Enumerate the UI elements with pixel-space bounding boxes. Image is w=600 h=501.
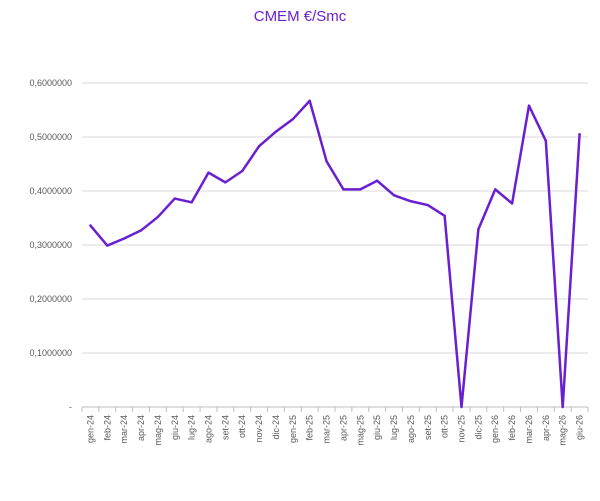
x-tick-label: dic-24 — [271, 415, 281, 440]
x-tick-label: lug-24 — [187, 415, 197, 440]
x-tick-label: ago-24 — [204, 415, 214, 443]
y-tick-label: 0,6000000 — [29, 78, 72, 88]
x-axis — [81, 406, 589, 412]
data-point — [477, 228, 480, 231]
x-tick-label: feb-25 — [305, 415, 315, 441]
data-point — [426, 203, 429, 207]
y-tick-label: 0,3000000 — [29, 240, 72, 250]
x-tick-label: mag-24 — [153, 415, 163, 446]
x-tick-label: nov-24 — [254, 415, 264, 443]
x-tick-label: apr-26 — [541, 415, 551, 441]
data-point — [510, 202, 514, 205]
x-tick-label: ott-25 — [440, 415, 450, 438]
x-tick-label: set-25 — [423, 415, 433, 440]
data-point — [139, 229, 143, 232]
x-tick-label: set-24 — [220, 415, 230, 440]
data-point — [460, 405, 463, 409]
data-point — [409, 200, 413, 203]
data-point — [173, 197, 176, 200]
y-tick-label: 0,1000000 — [29, 348, 72, 358]
data-point — [544, 139, 548, 142]
data-point — [89, 224, 92, 227]
x-tick-label: giu-25 — [372, 415, 382, 440]
y-axis-tick-labels: - 0,1000000 0,2000000 0,3000000 0,4000000 0,5… — [29, 78, 72, 412]
x-tick-label: mar-26 — [524, 415, 534, 444]
chart-title: CMEM €/Smc — [253, 8, 347, 25]
x-tick-label: mag-25 — [355, 415, 365, 446]
data-point — [106, 244, 109, 247]
data-point — [156, 215, 160, 219]
y-tick-label: - — [69, 402, 72, 412]
series-layer — [89, 99, 581, 409]
x-tick-label: ott-24 — [237, 415, 247, 438]
data-point — [291, 117, 295, 121]
x-tick-label: apr-25 — [338, 415, 348, 441]
x-tick-label: mag-26 — [558, 415, 568, 446]
data-point — [190, 201, 193, 204]
x-tick-label: mar-25 — [322, 415, 332, 444]
y-tick-label: 0,4000000 — [29, 186, 72, 196]
data-point — [561, 405, 564, 409]
x-tick-label: gen-26 — [490, 415, 500, 443]
x-tick-label: feb-24 — [102, 415, 112, 441]
data-point — [527, 104, 531, 107]
data-point — [578, 133, 581, 136]
gridlines — [82, 82, 588, 354]
x-tick-label: lug-25 — [389, 415, 399, 440]
x-tick-label: mar-24 — [119, 415, 129, 444]
data-point — [325, 160, 328, 163]
data-point — [359, 188, 362, 191]
data-point — [257, 144, 261, 148]
data-point — [224, 181, 227, 184]
y-tick-label: 0,2000000 — [29, 294, 72, 304]
data-point — [494, 188, 497, 191]
x-tick-label: giu-26 — [575, 415, 585, 440]
x-tick-label: ago-25 — [406, 415, 416, 443]
x-tick-label: feb-26 — [507, 415, 517, 441]
data-point — [392, 194, 396, 197]
data-point — [122, 237, 126, 240]
y-tick-label: 0,5000000 — [29, 132, 72, 142]
x-tick-label: apr-24 — [136, 415, 146, 441]
series-line — [89, 99, 581, 409]
data-point — [241, 169, 244, 173]
x-axis-tick-labels: gen-24 feb-24 mar-24 apr-24 mag-24 giu-24 lug-… — [85, 415, 584, 446]
data-point — [274, 130, 278, 133]
data-point — [207, 171, 210, 174]
x-tick-label: gen-25 — [288, 415, 298, 443]
x-tick-label: dic-25 — [473, 415, 483, 440]
x-tick-label: nov-25 — [457, 415, 467, 443]
x-tick-label: gen-24 — [85, 415, 95, 443]
x-tick-label: giu-24 — [170, 415, 180, 440]
data-point — [375, 179, 379, 182]
data-point — [308, 99, 311, 103]
data-point — [342, 188, 345, 191]
data-point — [443, 214, 446, 218]
